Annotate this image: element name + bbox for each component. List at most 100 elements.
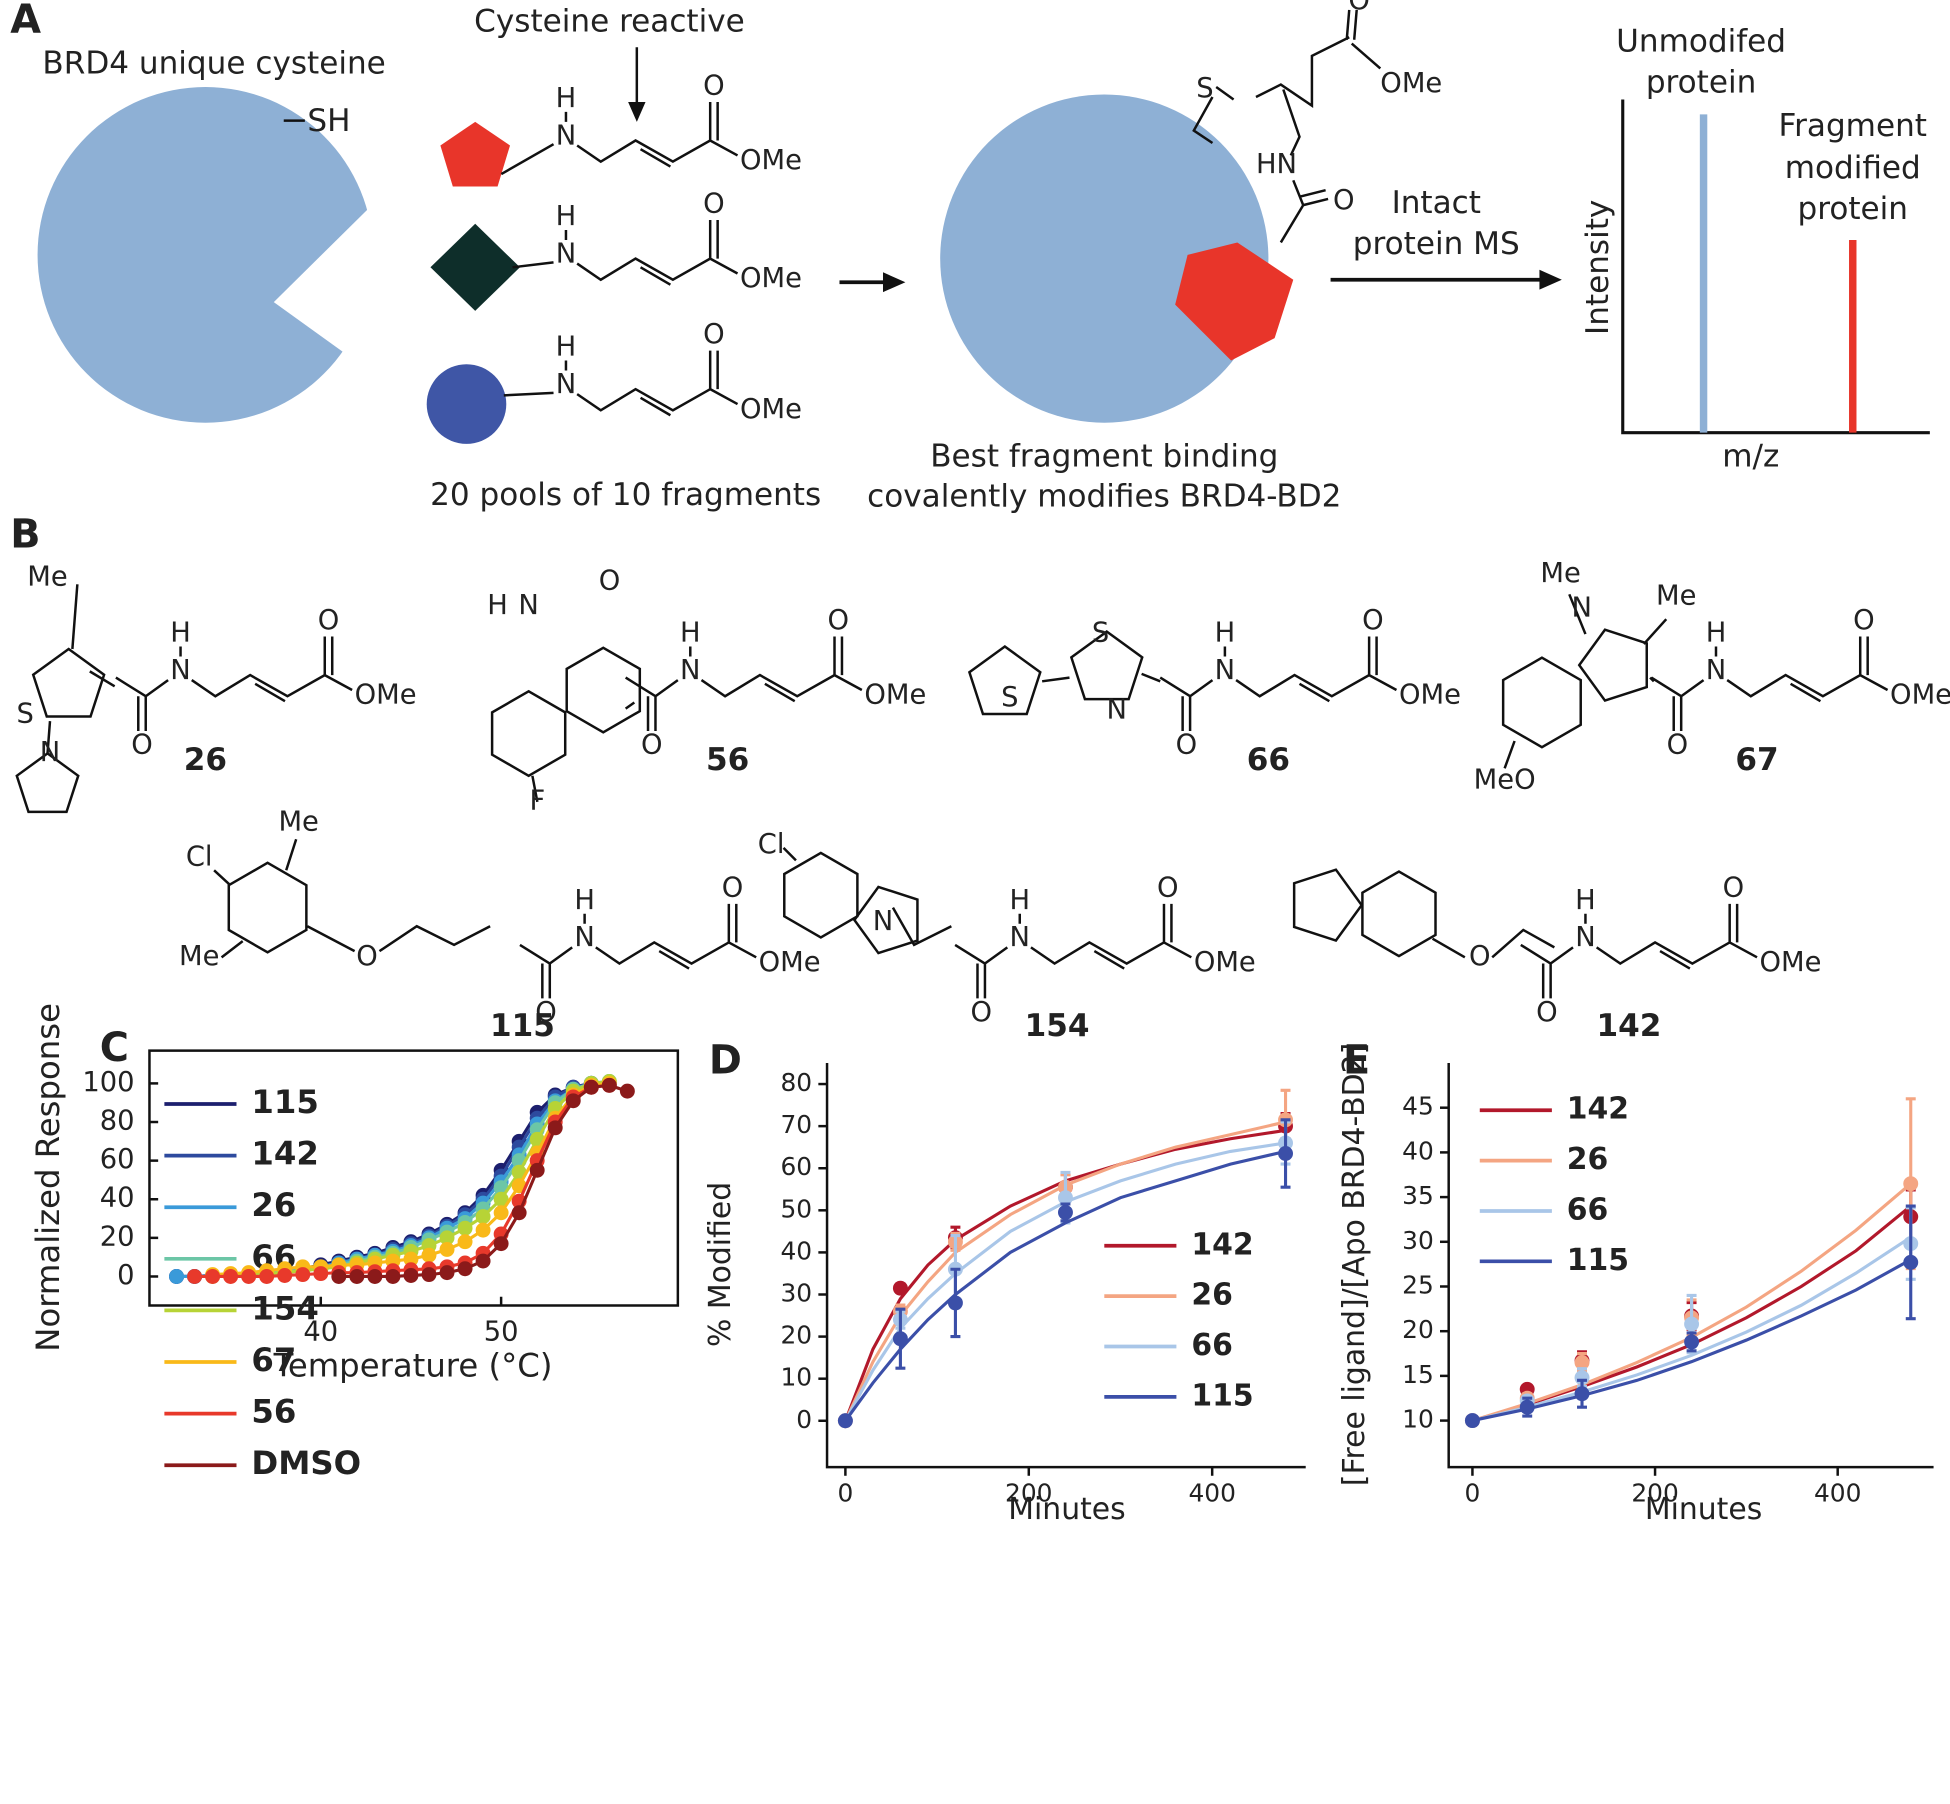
atom: O	[703, 71, 725, 102]
marker	[1574, 1355, 1590, 1370]
y-tick-label: 25	[1402, 1270, 1434, 1299]
fit-line	[844, 1120, 1286, 1422]
y-tick-label: 80	[100, 1106, 135, 1137]
bond	[782, 847, 952, 947]
atom: O	[970, 997, 992, 1028]
atom: H	[1009, 885, 1030, 916]
marker	[403, 1268, 419, 1283]
marker	[511, 1205, 527, 1221]
atom: O	[535, 997, 557, 1028]
atom: H	[556, 83, 577, 114]
marker	[1684, 1316, 1700, 1332]
bond	[1223, 636, 1398, 703]
marker	[1684, 1334, 1700, 1350]
atom: H	[1575, 885, 1596, 916]
compound-id: 56	[706, 742, 749, 778]
legend-label: 115	[1191, 1378, 1253, 1413]
bond	[500, 143, 555, 176]
marker	[367, 1269, 383, 1284]
label: Best fragment binding	[930, 439, 1278, 475]
atom: O	[1667, 729, 1689, 760]
marker	[529, 1162, 545, 1178]
ring	[852, 885, 919, 955]
marker	[1903, 1176, 1919, 1192]
marker	[1464, 1413, 1480, 1429]
x-tick-label: 200	[1631, 1478, 1678, 1507]
bond	[564, 350, 739, 417]
atom: H	[556, 201, 577, 232]
atom: N	[170, 655, 190, 686]
binding-pocket	[273, 196, 411, 376]
marker	[493, 1236, 509, 1252]
ring	[227, 861, 308, 954]
atom: Me	[278, 807, 318, 838]
y-tick-label: 40	[780, 1236, 812, 1265]
legend-label: 142	[1191, 1227, 1253, 1262]
bond	[179, 636, 353, 703]
atom: OMe	[1399, 680, 1461, 711]
marker	[403, 1251, 419, 1267]
y-axis-label: [Free ligand]/[Apo BRD4-BD2]	[1337, 1043, 1372, 1486]
y-tick-label: 20	[1402, 1315, 1434, 1344]
atom: Me	[1540, 558, 1580, 589]
static-texts: A BRD4 unique cysteine SH Cysteine react…	[10, 0, 1927, 558]
atom: N	[518, 590, 538, 621]
legend-label: 115	[1567, 1243, 1629, 1278]
marker	[457, 1261, 473, 1277]
atom: OMe	[1760, 947, 1822, 978]
atom: H	[680, 618, 701, 649]
ring	[1292, 868, 1364, 943]
marker	[439, 1241, 455, 1257]
bond	[531, 701, 636, 803]
ring	[565, 646, 642, 734]
bond	[519, 943, 573, 999]
marker	[892, 1331, 908, 1347]
label: BRD4 unique cysteine	[42, 46, 385, 82]
x-tick-label: 50	[484, 1316, 519, 1347]
atom: OMe	[759, 947, 821, 978]
atom: O	[599, 565, 621, 596]
atom: H	[170, 618, 191, 649]
compound-id: 115	[490, 1008, 555, 1044]
marker	[457, 1220, 473, 1236]
atom: H	[556, 332, 577, 363]
axis-label: Intensity	[1580, 200, 1616, 335]
atom: F	[529, 785, 545, 816]
fragment-shape	[426, 364, 507, 444]
marker	[349, 1269, 365, 1284]
arrow-head	[1539, 269, 1562, 290]
x-tick-label: 200	[1005, 1478, 1052, 1507]
marker	[241, 1269, 257, 1284]
atom: OMe	[1890, 680, 1950, 711]
marker	[169, 1269, 184, 1284]
atom: S	[1001, 682, 1018, 713]
atom: O	[1469, 941, 1491, 972]
compound-id: 66	[1247, 742, 1290, 778]
fragment-shape	[1175, 242, 1294, 361]
axes	[148, 1049, 680, 1307]
y-tick-label: 70	[780, 1110, 812, 1139]
atom: Me	[27, 562, 67, 593]
y-tick-label: 50	[780, 1194, 812, 1223]
fit-line	[844, 1149, 1286, 1422]
bond	[115, 676, 169, 732]
bond	[1192, 9, 1382, 244]
atom: O	[318, 605, 340, 636]
atom: O	[1333, 185, 1355, 216]
label: Fragment	[1779, 108, 1927, 144]
atom: OMe	[1380, 68, 1442, 99]
marker	[1278, 1146, 1293, 1161]
legend-label: 67	[251, 1341, 296, 1379]
panel-label: D	[709, 1038, 742, 1084]
ring	[1361, 870, 1437, 958]
y-tick-label: 20	[780, 1321, 812, 1350]
marker	[1574, 1386, 1590, 1402]
bond	[46, 584, 116, 754]
bond	[954, 943, 1009, 999]
atom: O	[356, 941, 378, 972]
marker	[892, 1280, 908, 1296]
bond	[564, 220, 739, 286]
arrow-head	[628, 101, 646, 122]
marker	[421, 1247, 437, 1263]
marker	[1519, 1399, 1535, 1415]
